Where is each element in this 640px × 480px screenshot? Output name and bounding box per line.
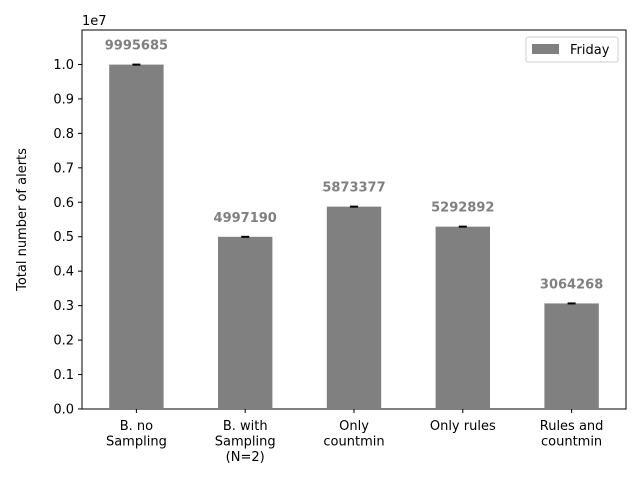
legend: Friday xyxy=(525,36,619,63)
axes-group: 0.0 0.1 0.2 0.3 0.4 0.5 0.6 0.7 0.8 0.9 1.0 B. no Sa… xyxy=(53,58,603,465)
data-label: 9995685 xyxy=(105,39,168,54)
y-tick-label: 0.7 xyxy=(53,161,74,176)
y-tick-label: 0.5 xyxy=(53,230,74,245)
legend-box xyxy=(525,36,619,63)
bar xyxy=(435,226,490,409)
value-labels-group: 9995685 4997190 5873377 5292892 3064268 xyxy=(105,39,604,293)
x-tick-label: Only countmin xyxy=(323,419,384,450)
y-axis-multiplier: 1e7 xyxy=(82,14,107,29)
y-tick-label: 0.1 xyxy=(53,368,74,383)
x-tick-label: B. no Sampling xyxy=(106,419,167,450)
data-label: 5873377 xyxy=(322,181,385,196)
bars-group xyxy=(109,64,599,410)
x-tick-label: B. with Sampling (N=2) xyxy=(215,419,276,465)
y-tick-label: 0.0 xyxy=(53,403,74,418)
y-axis-label: Total number of alerts xyxy=(15,148,30,292)
bar xyxy=(326,206,382,409)
data-label: 5292892 xyxy=(431,201,494,216)
x-tick-label: Rules and countmin xyxy=(540,419,604,450)
y-tick-label: 0.6 xyxy=(53,196,74,211)
bar xyxy=(109,64,164,410)
data-label: 3064268 xyxy=(540,277,603,292)
y-tick-label: 0.9 xyxy=(53,92,74,107)
y-tick-label: 0.2 xyxy=(53,334,74,349)
x-tick-label: Only rules xyxy=(430,419,496,434)
legend-label: Friday xyxy=(570,43,610,58)
error-bars-group xyxy=(132,63,576,305)
y-tick-label: 1.0 xyxy=(53,58,74,73)
y-tick-label: 0.8 xyxy=(53,127,74,142)
bar xyxy=(544,303,599,409)
y-tick-label: 0.3 xyxy=(53,299,74,314)
data-label: 4997190 xyxy=(214,211,277,226)
legend-swatch xyxy=(532,44,559,54)
y-tick-label: 0.4 xyxy=(53,265,74,280)
bar xyxy=(218,236,273,409)
